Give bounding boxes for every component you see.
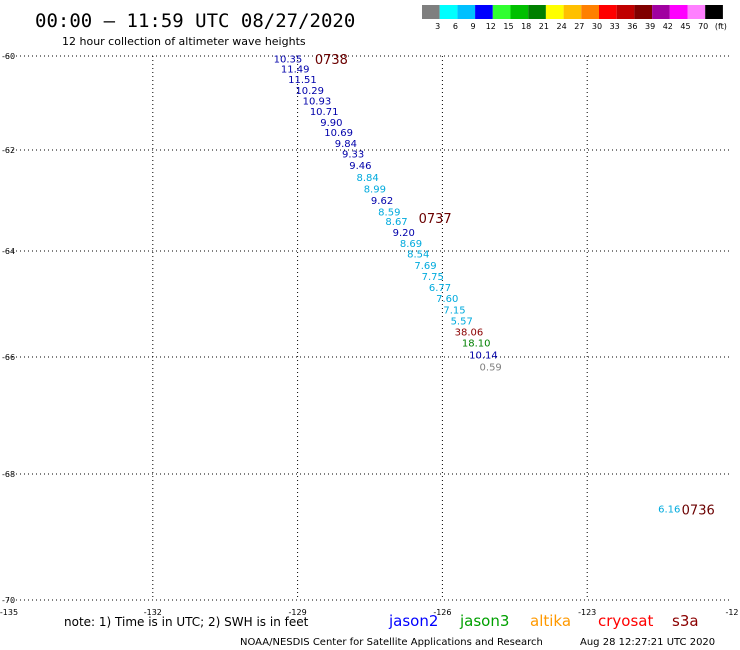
colorbar-swatch	[616, 5, 635, 19]
x-tick-label: -132	[144, 608, 162, 617]
swh-value-label: 10.93	[303, 97, 332, 108]
satellite-legend-jason3: jason3	[459, 612, 509, 630]
swh-value-label: 6.16	[658, 505, 680, 516]
timestamp-text: Aug 28 12:27:21 UTC 2020	[580, 637, 715, 648]
satellite-legend-altika: altika	[530, 612, 571, 630]
colorbar-label: 12	[486, 22, 496, 31]
y-tick-label: -60	[2, 52, 15, 61]
swh-value-label: 10.71	[310, 107, 339, 118]
colorbar-swatch	[457, 5, 476, 19]
swh-value-label: 11.49	[281, 65, 310, 76]
swh-value-label: 8.69	[400, 239, 422, 250]
swh-value-label: 7.15	[443, 305, 465, 316]
colorbar-label: 36	[627, 22, 637, 31]
colorbar-label: 9	[471, 22, 476, 31]
chart-subtitle: 12 hour collection of altimeter wave hei…	[62, 35, 306, 48]
y-tick-label: -64	[2, 247, 15, 256]
footer-note: note: 1) Time is in UTC; 2) SWH is in fe…	[64, 615, 309, 629]
y-tick-label: -62	[2, 146, 15, 155]
colorbar-swatch	[510, 5, 529, 19]
colorbar-swatch	[439, 5, 458, 19]
x-tick-label: -126	[433, 608, 451, 617]
x-tick-label: -12	[725, 608, 738, 617]
credit-text: NOAA/NESDIS Center for Satellite Applica…	[240, 637, 543, 648]
colorbar-swatch	[705, 5, 723, 19]
swh-value-label: 8.54	[407, 250, 429, 261]
satellite-legend-s3a: s3a	[672, 612, 699, 630]
swh-value-label: 9.46	[349, 161, 371, 172]
colorbar-swatch	[634, 5, 653, 19]
colorbar-swatch	[581, 5, 599, 19]
colorbar-swatch	[492, 5, 511, 19]
colorbar-swatch	[669, 5, 688, 19]
colorbar-swatch	[652, 5, 670, 19]
swh-value-label: 7.60	[436, 294, 458, 305]
colorbar-label: 27	[574, 22, 584, 31]
x-tick-label: -129	[289, 608, 307, 617]
swh-value-label: 10.29	[295, 86, 324, 97]
chart-title: 00:00 – 11:59 UTC 08/27/2020	[35, 10, 355, 32]
swh-value-label: 9.90	[320, 118, 342, 129]
swh-value-label: 9.62	[371, 196, 393, 207]
swh-value-label: 38.06	[455, 328, 484, 339]
swh-value-label: 0.59	[480, 362, 502, 373]
colorbar-label: 3	[435, 22, 440, 31]
y-tick-label: -66	[2, 353, 15, 362]
colorbar-label: 33	[610, 22, 620, 31]
swh-value-label: 11.51	[288, 75, 317, 86]
swh-value-label: 10.69	[324, 128, 353, 139]
swh-value-label: 7.75	[422, 272, 444, 283]
swh-value-label: 10.14	[469, 350, 498, 361]
satellite-legend: jason2 jason3 altika cryosat s3a	[388, 612, 699, 630]
swh-value-label: 8.67	[385, 217, 407, 228]
swh-value-label: 7.69	[414, 261, 436, 272]
swh-value-label: 18.10	[462, 339, 491, 350]
x-tick-label: -135	[0, 608, 18, 617]
swh-value-label: 8.59	[378, 208, 400, 219]
y-tick-label: -70	[2, 596, 15, 605]
colorbar-label: 18	[521, 22, 531, 31]
y-tick-label: -68	[2, 470, 15, 479]
colorbar-swatch	[599, 5, 617, 19]
footer: note: 1) Time is in UTC; 2) SWH is in fe…	[64, 612, 715, 648]
pass-time-label: 0737	[419, 212, 452, 227]
swh-value-label: 10.35	[274, 54, 303, 65]
x-tick-label: -123	[578, 608, 596, 617]
colorbar: 3 6 9 12 15 18 21 24 27 30 33 36 39 42 45 70 (ft)	[422, 5, 727, 31]
colorbar-swatch	[422, 5, 440, 19]
swh-value-label: 9.20	[393, 228, 415, 239]
swh-value-label: 8.84	[356, 173, 378, 184]
colorbar-swatch	[545, 5, 564, 19]
colorbar-swatch	[687, 5, 706, 19]
colorbar-label: 70	[698, 22, 708, 31]
pass-time-label: 0736	[682, 503, 715, 518]
colorbar-label: 6	[453, 22, 458, 31]
satellite-legend-jason2: jason2	[388, 612, 438, 630]
colorbar-swatch	[475, 5, 493, 19]
swh-value-label: 9.84	[335, 139, 357, 150]
pass-time-label: 0738	[315, 53, 348, 68]
swh-value-label: 8.99	[364, 184, 386, 195]
colorbar-label: 42	[663, 22, 673, 31]
swh-value-label: 5.57	[451, 316, 473, 327]
colorbar-swatch	[528, 5, 546, 19]
satellite-legend-cryosat: cryosat	[598, 612, 653, 630]
swh-value-label: 9.33	[342, 150, 364, 161]
plot-area: -135 -132 -129 -126 -123 -12 -60 -62 -64 -66 -68 -7…	[0, 52, 739, 617]
colorbar-label: 45	[680, 22, 690, 31]
colorbar-label: (ft)	[715, 22, 727, 31]
swh-value-label: 6.77	[429, 283, 451, 294]
colorbar-label: 21	[539, 22, 549, 31]
colorbar-swatch	[563, 5, 582, 19]
colorbar-label: 39	[645, 22, 655, 31]
colorbar-label: 30	[592, 22, 602, 31]
colorbar-label: 24	[557, 22, 567, 31]
colorbar-label: 15	[503, 22, 513, 31]
